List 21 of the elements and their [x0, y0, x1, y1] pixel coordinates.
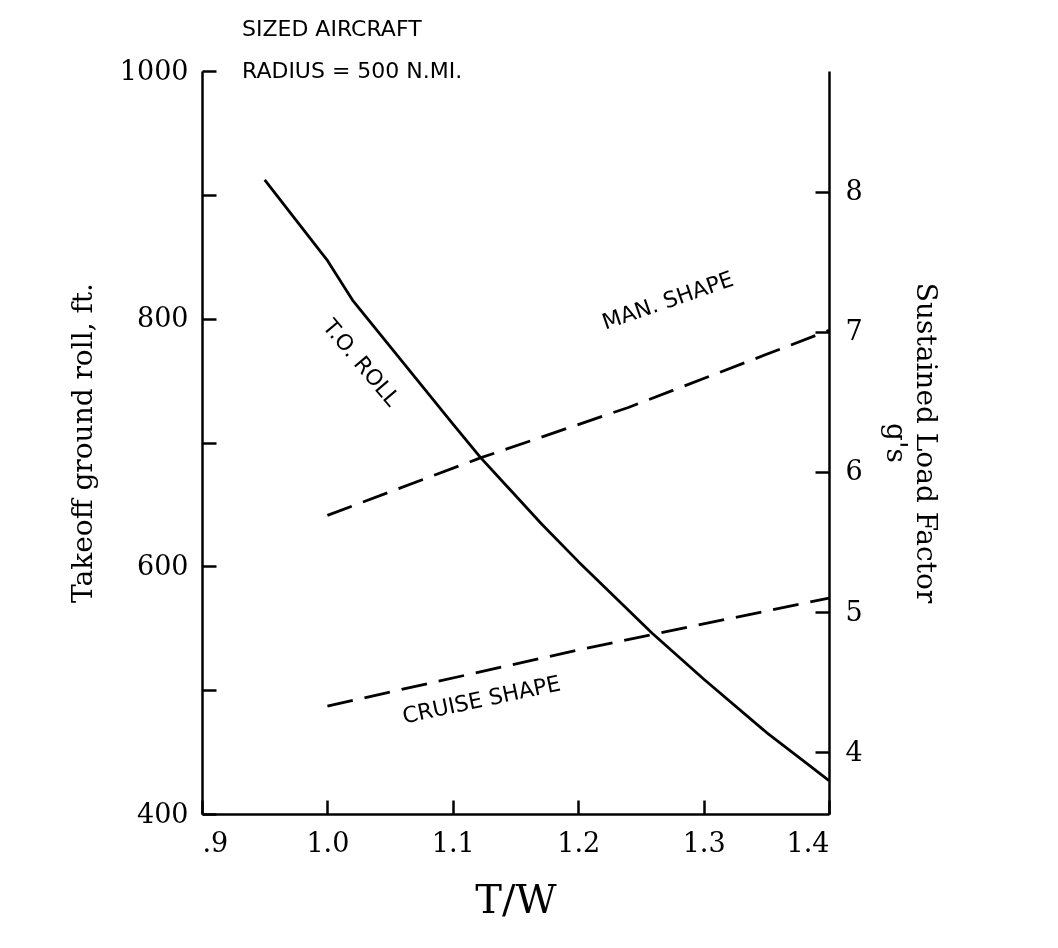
- y2-tick-label: 6: [845, 455, 863, 487]
- x-tick-label: .9: [202, 826, 229, 858]
- x-tick-label: 1.1: [431, 826, 475, 858]
- x-tick-label: 1.0: [306, 826, 350, 858]
- annotation: RADIUS = 500 N.MI.: [242, 58, 463, 83]
- y-tick-label: 600: [136, 549, 189, 581]
- y2-tick-label: 4: [845, 735, 863, 767]
- x-axis-title: T/W: [475, 875, 557, 922]
- y2-tick-label: 8: [845, 175, 863, 207]
- y2-tick-label: 5: [845, 595, 863, 627]
- y2-tick-label: 7: [845, 315, 863, 347]
- text: SIZED AIRCRAFT: [242, 16, 423, 41]
- x-tick-label: 1.3: [682, 826, 726, 858]
- text: CRUISE SHAPE: [400, 670, 563, 729]
- y-tick-label: 800: [136, 302, 189, 334]
- x-tick-label: 1.4: [786, 826, 830, 858]
- x-tick-label: 1.2: [557, 826, 601, 858]
- y-tick-label: 400: [136, 797, 189, 829]
- y-tick-label: 1000: [119, 54, 189, 86]
- y2-axis-title: Sustained Load Factor g's: [879, 282, 943, 604]
- y-axis-title: Takeoff ground roll, ft.: [65, 283, 99, 603]
